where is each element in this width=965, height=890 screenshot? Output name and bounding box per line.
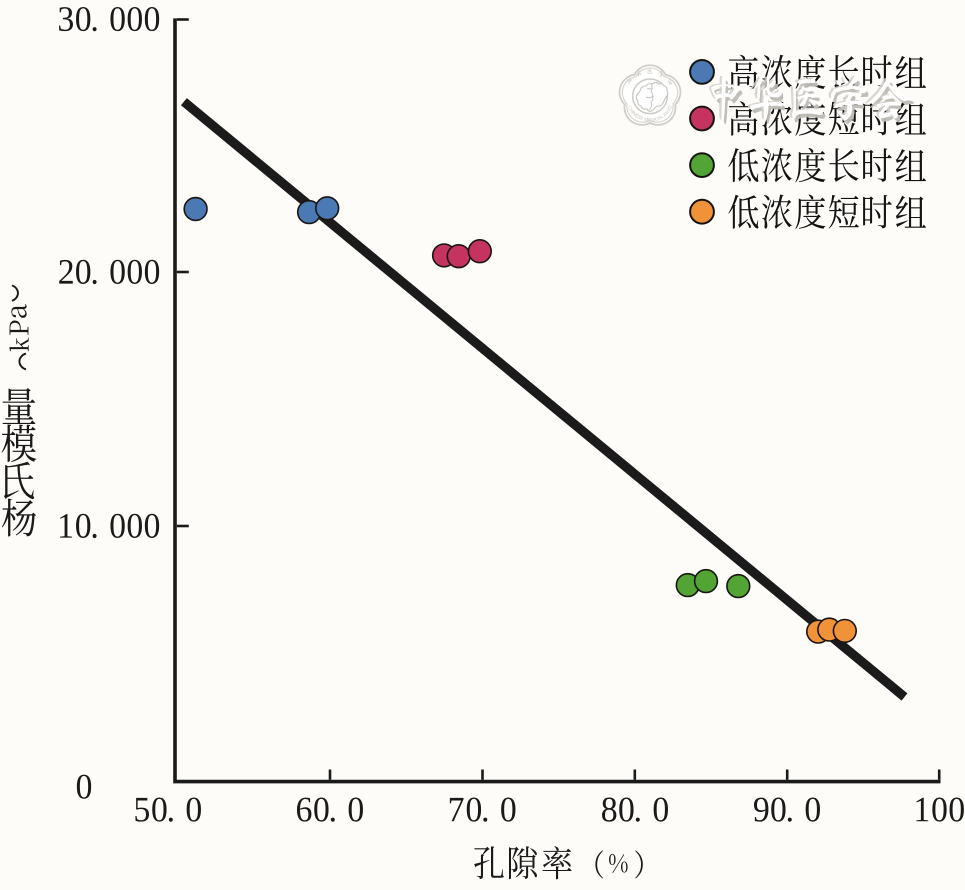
svg-text:CHINESE MEDICAL ASSOCIATION: CHINESE MEDICAL ASSOCIATION	[0, 0, 673, 122]
